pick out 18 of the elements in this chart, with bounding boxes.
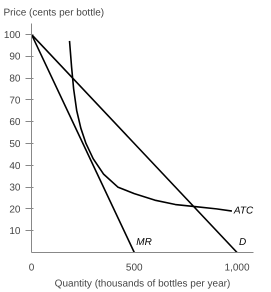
series-label: D [239, 237, 246, 248]
y-tick-label: 10 [9, 226, 21, 238]
x-tick-label: 500 [126, 262, 144, 274]
y-tick-label: 50 [9, 138, 21, 150]
y-tick-label: 100 [4, 30, 21, 41]
y-tick-label: 80 [9, 74, 21, 85]
y-tick-label: 30 [9, 182, 21, 194]
y-tick-label: 70 [9, 95, 21, 106]
y-tick-label: 20 [9, 204, 21, 216]
y-tick-label: 60 [9, 117, 21, 128]
y-tick-label: 40 [9, 160, 21, 172]
series-label: ATC [232, 206, 254, 217]
series-label: MR [136, 237, 152, 248]
y-axis-title: Price (cents per bottle) [4, 8, 104, 18]
x-tick-label: 0 [28, 262, 35, 274]
x-axis-title: Quantity (thousands of bottles per year) [54, 278, 230, 290]
x-tick-label: 1,000 [224, 262, 250, 274]
y-tick-label: 90 [9, 52, 21, 63]
